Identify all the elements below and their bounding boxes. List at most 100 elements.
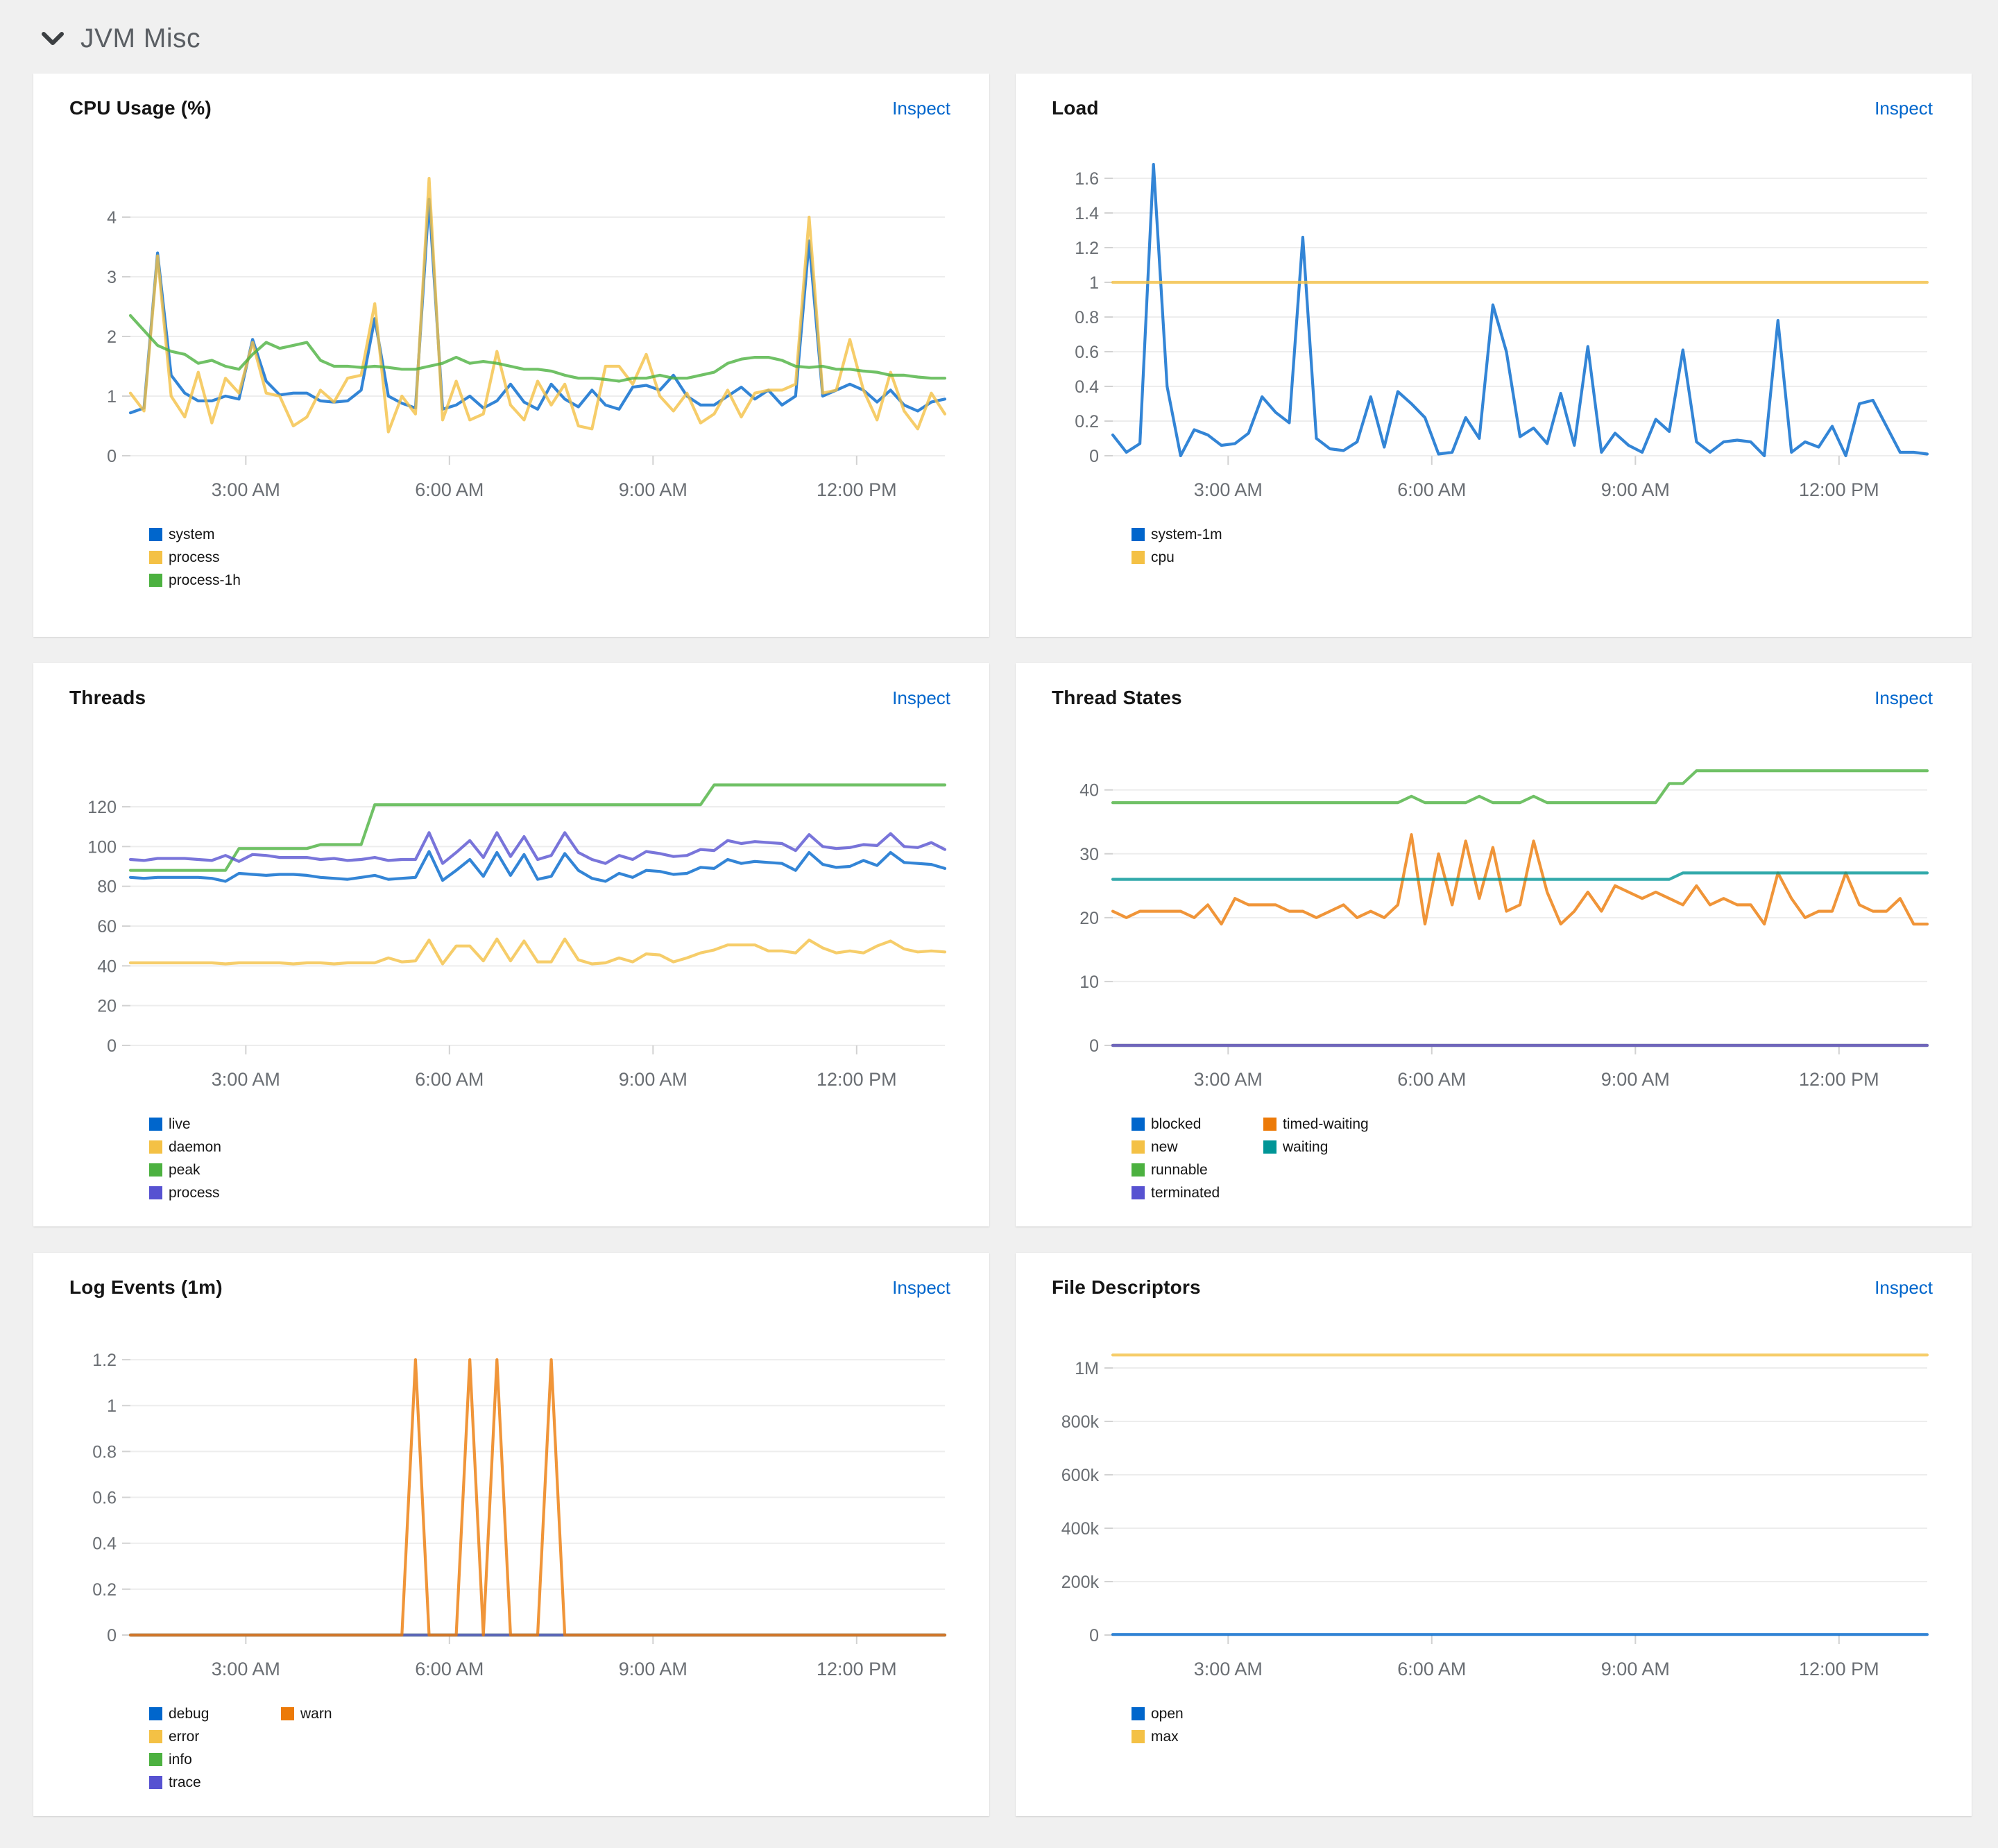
y-tick-label: 10	[1079, 973, 1099, 992]
legend-swatch	[1263, 1140, 1276, 1154]
x-tick-label: 3:00 AM	[212, 1659, 280, 1679]
panel-title: Log Events (1m)	[69, 1276, 223, 1298]
y-tick-label: 0	[107, 1036, 117, 1056]
series-line-system	[128, 198, 947, 415]
panel-thread-states: Thread States Inspect 0 10 20 30 40 3:00 AM 6:…	[1016, 663, 1972, 1226]
panel-title: Load	[1052, 97, 1099, 119]
legend-swatch	[149, 1776, 162, 1789]
legend-item-timed-waiting: timed-waiting	[1263, 1113, 1395, 1136]
legend-item-max: max	[1132, 1725, 1263, 1748]
legend-item-info: info	[149, 1748, 281, 1771]
legend-column: system process process-1h	[149, 523, 281, 592]
legend-column: system-1m cpu	[1132, 523, 1263, 569]
x-tick-label: 12:00 PM	[1799, 1659, 1879, 1679]
legend-swatch	[149, 528, 162, 541]
threads-legend: live daemon peak process	[149, 1113, 950, 1204]
x-tick-label: 9:00 AM	[1601, 1069, 1670, 1090]
panel-load: Load Inspect 0 0.2 0.4 0.6 0.8 1 1.2 1.4 1.6 3:00…	[1016, 74, 1972, 637]
legend-label: daemon	[169, 1138, 221, 1155]
y-tick-label: 0.8	[92, 1442, 117, 1462]
inspect-link[interactable]: Inspect	[1875, 1277, 1933, 1298]
legend-label: error	[169, 1728, 200, 1745]
x-tick-label: 6:00 AM	[1397, 1069, 1466, 1090]
legend-item-trace: trace	[149, 1771, 281, 1794]
series-line-warn	[128, 1358, 947, 1637]
legend-column: open max	[1132, 1702, 1263, 1748]
series-line-timed-waiting	[1111, 833, 1929, 926]
y-tick-label: 800k	[1061, 1412, 1100, 1432]
y-tick-label: 1.4	[1075, 204, 1099, 223]
legend-item-system: system	[149, 523, 281, 546]
y-tick-label: 20	[1079, 909, 1099, 928]
section-header-jvm-misc[interactable]: JVM Misc	[33, 12, 1972, 74]
series-line-runnable	[1111, 769, 1929, 805]
y-tick-label: 2	[107, 327, 117, 347]
x-tick-label: 6:00 AM	[415, 1659, 484, 1679]
legend-swatch	[281, 1707, 294, 1720]
series-line-live	[128, 850, 947, 883]
inspect-link[interactable]: Inspect	[892, 98, 950, 119]
y-tick-label: 0.4	[92, 1534, 117, 1554]
legend-item-live: live	[149, 1113, 281, 1136]
x-tick-label: 3:00 AM	[1194, 1069, 1263, 1090]
x-tick-label: 9:00 AM	[1601, 1659, 1670, 1679]
inspect-link[interactable]: Inspect	[892, 687, 950, 708]
y-tick-label: 1	[1089, 273, 1099, 293]
x-tick-label: 9:00 AM	[619, 479, 688, 500]
x-tick-label: 6:00 AM	[415, 1069, 484, 1090]
legend-label: new	[1151, 1138, 1178, 1155]
thread-states-chart: 0 10 20 30 40 3:00 AM 6:00 AM 9:00 AM 12:00 PM	[1079, 769, 1929, 1090]
inspect-link[interactable]: Inspect	[1875, 98, 1933, 119]
legend-column: timed-waiting waiting	[1263, 1113, 1395, 1204]
legend-swatch	[149, 1163, 162, 1177]
y-tick-label: 3	[107, 268, 117, 287]
log-events-legend: debug error info trace warn	[149, 1702, 950, 1794]
panel-threads: Threads Inspect 0 20 40 60 80 100 120 3:00 AM 6:…	[33, 663, 989, 1226]
legend-item-blocked: blocked	[1132, 1113, 1263, 1136]
legend-swatch	[1132, 1140, 1145, 1154]
y-tick-label: 1M	[1075, 1359, 1099, 1378]
y-tick-label: 0	[1089, 447, 1099, 466]
legend-swatch	[149, 1730, 162, 1743]
legend-column: blocked new runnable terminated	[1132, 1113, 1263, 1204]
y-tick-label: 100	[87, 837, 117, 857]
legend-column: debug error info trace	[149, 1702, 281, 1794]
chevron-down-icon[interactable]	[42, 32, 64, 46]
legend-swatch	[149, 1140, 162, 1154]
y-tick-label: 4	[107, 208, 117, 228]
legend-label: timed-waiting	[1283, 1115, 1369, 1132]
legend-swatch	[149, 574, 162, 587]
y-tick-label: 20	[97, 997, 117, 1016]
y-tick-label: 0	[107, 1626, 117, 1645]
x-tick-label: 6:00 AM	[415, 479, 484, 500]
legend-item-daemon: daemon	[149, 1136, 281, 1158]
legend-label: system	[169, 526, 215, 542]
threads-chart: 0 20 40 60 80 100 120 3:00 AM 6:00 AM 9:00 AM 12:0…	[87, 783, 947, 1090]
legend-item-process: process	[149, 546, 281, 569]
y-tick-label: 0.6	[92, 1489, 117, 1508]
y-tick-label: 1.2	[92, 1351, 117, 1370]
legend-item-waiting: waiting	[1263, 1136, 1395, 1158]
file-descriptors-legend: open max	[1132, 1702, 1933, 1748]
inspect-link[interactable]: Inspect	[1875, 687, 1933, 708]
y-tick-label: 0	[107, 447, 117, 466]
legend-swatch	[149, 1186, 162, 1199]
cpu-usage-chart: 0 1 2 3 4 3:00 AM 6:00 AM 9:00 AM 12:00 PM	[107, 176, 947, 500]
series-line-waiting	[1111, 871, 1929, 881]
legend-label: peak	[169, 1161, 200, 1178]
y-tick-label: 80	[97, 878, 117, 897]
series-line-process	[128, 831, 947, 865]
legend-swatch	[149, 1707, 162, 1720]
x-tick-label: 12:00 PM	[1799, 1069, 1879, 1090]
legend-swatch	[1132, 1186, 1145, 1199]
y-tick-label: 0	[1089, 1626, 1099, 1645]
x-tick-label: 3:00 AM	[212, 479, 280, 500]
legend-swatch	[1132, 1163, 1145, 1177]
legend-swatch	[149, 551, 162, 564]
inspect-link[interactable]: Inspect	[892, 1277, 950, 1298]
legend-label: trace	[169, 1774, 201, 1790]
legend-item-system-1m: system-1m	[1132, 523, 1263, 546]
legend-label: info	[169, 1751, 192, 1768]
y-tick-label: 0.4	[1075, 377, 1099, 397]
